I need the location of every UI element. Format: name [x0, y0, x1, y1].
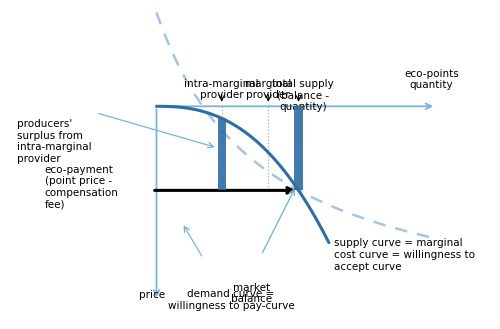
Text: total supply
(balance -
quantity): total supply (balance - quantity): [272, 79, 334, 112]
Text: price: price: [139, 291, 165, 300]
Bar: [218, 118, 226, 190]
Text: supply curve = marginal
cost curve = willingness to
accept curve: supply curve = marginal cost curve = wil…: [334, 239, 474, 272]
Text: eco-points
quantity: eco-points quantity: [404, 68, 458, 90]
Text: producers'
surplus from
intra-marginal
provider: producers' surplus from intra-marginal p…: [17, 119, 92, 164]
Text: intra-marginal
provider: intra-marginal provider: [184, 79, 259, 100]
Bar: [294, 106, 303, 190]
Text: demand curve =
willingness to pay-curve: demand curve = willingness to pay-curve: [168, 289, 294, 311]
Text: market
balance: market balance: [232, 283, 272, 304]
Text: eco-payment
(point price -
compensation
fee): eco-payment (point price - compensation …: [44, 165, 118, 210]
Text: marginal
provider: marginal provider: [245, 79, 292, 100]
